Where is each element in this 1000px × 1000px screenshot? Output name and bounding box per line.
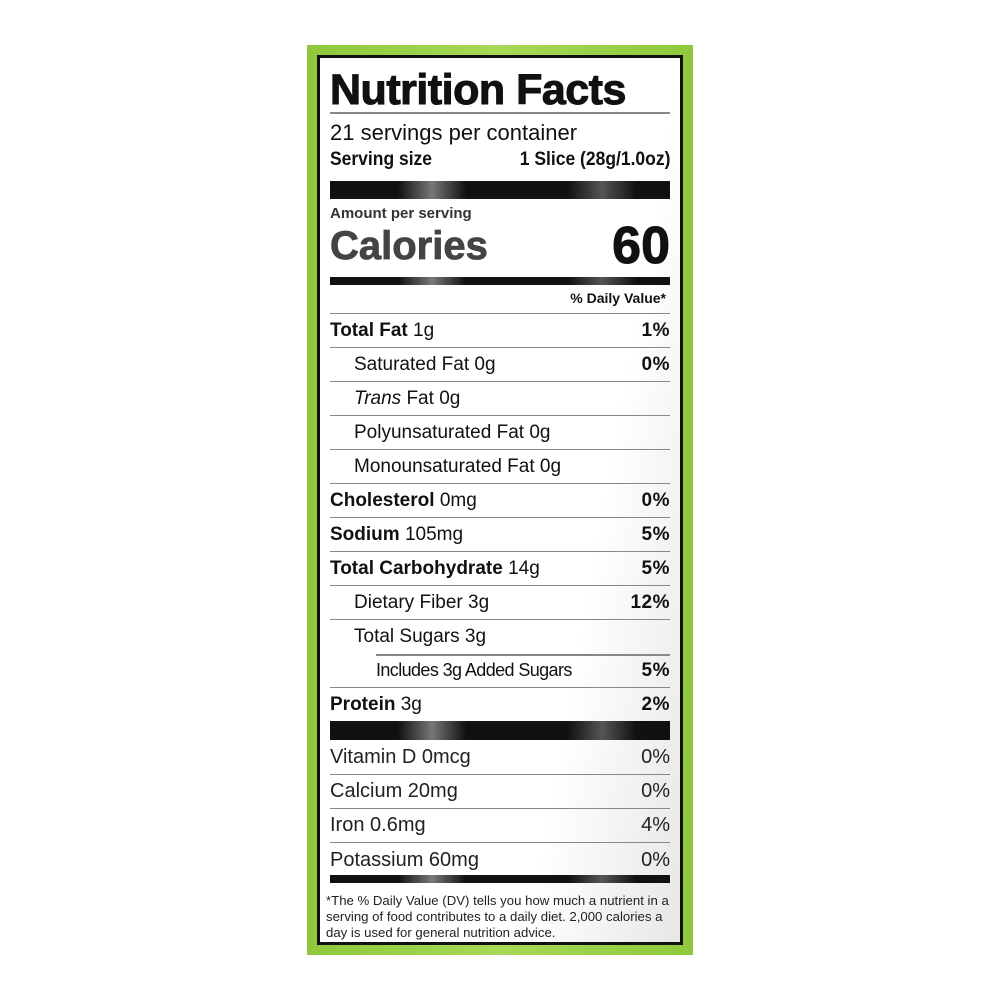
nutrient-row: Saturated Fat 0g 0% bbox=[330, 348, 670, 382]
nutrient-row: Dietary Fiber 3g 12% bbox=[330, 586, 670, 620]
label-frame: Nutrition Facts 21 servings per containe… bbox=[307, 45, 693, 955]
nutrition-facts-label: Nutrition Facts 21 servings per containe… bbox=[317, 55, 683, 945]
vitamin-row: Potassium 60mg 0% bbox=[330, 848, 670, 871]
nutrient-row: Includes 3g Added Sugars 5% bbox=[330, 654, 670, 688]
footnote: *The % Daily Value (DV) tells you how mu… bbox=[326, 893, 669, 940]
vitamin-row: Vitamin D 0mcg 0% bbox=[330, 741, 670, 775]
serving-size-value: 1 Slice (28g/1.0oz) bbox=[519, 149, 671, 170]
nutrient-row: Total Fat 1g 1% bbox=[330, 314, 670, 348]
serving-size: Serving size 1 Slice (28g/1.0oz) bbox=[330, 149, 670, 171]
medium-divider bbox=[330, 875, 670, 883]
nutrient-row: Trans Fat 0g bbox=[330, 382, 670, 416]
nutrient-rows: Total Fat 1g 1% Saturated Fat 0g 0% Trans … bbox=[330, 313, 670, 722]
vitamin-row: Iron 0.6mg 4% bbox=[330, 809, 670, 843]
nutrient-row: Polyunsaturated Fat 0g bbox=[330, 416, 670, 450]
nutrient-row: Protein 3g 2% bbox=[330, 694, 670, 715]
nutrient-row: Sodium 105mg 5% bbox=[330, 518, 670, 552]
nutrient-row: Total Carbohydrate 14g 5% bbox=[330, 552, 670, 586]
nutrient-row: Cholesterol 0mg 0% bbox=[330, 484, 670, 518]
calories-value: 60 bbox=[612, 217, 671, 276]
nutrient-row: Total Sugars 3g bbox=[330, 620, 670, 656]
nutrient-row: Monounsaturated Fat 0g bbox=[330, 450, 670, 484]
servings-per-container: 21 servings per container bbox=[330, 120, 578, 145]
thick-divider bbox=[330, 721, 670, 740]
serving-size-label: Serving size bbox=[330, 149, 433, 170]
calories-label: Calories bbox=[330, 224, 489, 269]
vitamin-row: Calcium 20mg 0% bbox=[330, 775, 670, 809]
daily-value-header: % Daily Value* bbox=[570, 290, 666, 306]
vitamin-rows: Vitamin D 0mcg 0% Calcium 20mg 0% Iron 0.6… bbox=[330, 741, 670, 877]
thick-divider bbox=[330, 181, 670, 199]
amount-per-serving: Amount per serving bbox=[330, 205, 472, 222]
label-title: Nutrition Facts bbox=[330, 66, 627, 115]
divider bbox=[330, 112, 670, 114]
medium-divider bbox=[330, 277, 670, 285]
